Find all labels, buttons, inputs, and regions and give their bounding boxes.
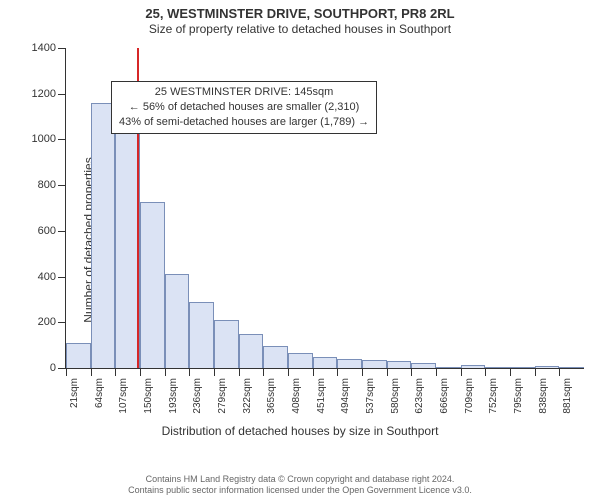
x-tick-label: 150sqm bbox=[143, 378, 154, 414]
annotation-line: 25 WESTMINSTER DRIVE: 145sqm bbox=[119, 85, 369, 100]
histogram-bar bbox=[140, 202, 165, 368]
x-tick bbox=[387, 368, 388, 376]
x-tick-label: 236sqm bbox=[192, 378, 203, 414]
x-tick bbox=[66, 368, 67, 376]
y-tick-label: 800 bbox=[11, 179, 56, 191]
x-tick-label: 580sqm bbox=[390, 378, 401, 414]
plot-region: 25 WESTMINSTER DRIVE: 145sqm ← 56% of de… bbox=[65, 48, 584, 369]
x-tick-label: 322sqm bbox=[242, 378, 253, 414]
x-tick-label: 838sqm bbox=[538, 378, 549, 414]
histogram-bar bbox=[559, 367, 584, 368]
x-tick bbox=[91, 368, 92, 376]
y-tick-label: 1200 bbox=[11, 88, 56, 100]
x-tick-label: 408sqm bbox=[291, 378, 302, 414]
histogram-bar bbox=[362, 360, 387, 368]
histogram-bar bbox=[263, 346, 288, 368]
y-tick bbox=[58, 368, 66, 369]
x-tick-label: 494sqm bbox=[340, 378, 351, 414]
x-tick-label: 21sqm bbox=[69, 378, 80, 408]
y-tick bbox=[58, 48, 66, 49]
histogram-bar bbox=[91, 103, 116, 368]
histogram-bar bbox=[485, 367, 510, 368]
histogram-bar bbox=[214, 320, 239, 368]
histogram-bar bbox=[189, 302, 214, 368]
x-tick bbox=[189, 368, 190, 376]
x-tick bbox=[263, 368, 264, 376]
histogram-bar bbox=[461, 365, 486, 368]
x-tick bbox=[288, 368, 289, 376]
annotation-box: 25 WESTMINSTER DRIVE: 145sqm ← 56% of de… bbox=[111, 81, 377, 134]
x-tick-label: 193sqm bbox=[168, 378, 179, 414]
y-tick-label: 1400 bbox=[11, 42, 56, 54]
x-tick bbox=[510, 368, 511, 376]
y-tick-label: 600 bbox=[11, 225, 56, 237]
x-tick bbox=[559, 368, 560, 376]
y-tick bbox=[58, 277, 66, 278]
y-tick-label: 0 bbox=[11, 362, 56, 374]
y-tick bbox=[58, 231, 66, 232]
chart-container: 25, WESTMINSTER DRIVE, SOUTHPORT, PR8 2R… bbox=[0, 0, 600, 500]
x-tick-label: 623sqm bbox=[414, 378, 425, 414]
x-tick-label: 64sqm bbox=[94, 378, 105, 408]
x-tick-label: 451sqm bbox=[316, 378, 327, 414]
x-tick bbox=[140, 368, 141, 376]
x-tick-label: 107sqm bbox=[118, 378, 129, 414]
histogram-bar bbox=[66, 343, 91, 368]
histogram-bar bbox=[165, 274, 190, 368]
x-tick bbox=[239, 368, 240, 376]
x-tick bbox=[436, 368, 437, 376]
annotation-line: 43% of semi-detached houses are larger (… bbox=[119, 115, 369, 130]
y-tick bbox=[58, 139, 66, 140]
x-tick-label: 537sqm bbox=[365, 378, 376, 414]
histogram-bar bbox=[411, 363, 436, 368]
y-tick-label: 1000 bbox=[11, 133, 56, 145]
chart-subtitle: Size of property relative to detached ho… bbox=[0, 22, 600, 36]
x-tick-label: 709sqm bbox=[464, 378, 475, 414]
histogram-bar bbox=[535, 366, 560, 368]
x-tick-label: 795sqm bbox=[513, 378, 524, 414]
y-tick-label: 400 bbox=[11, 271, 56, 283]
x-tick bbox=[115, 368, 116, 376]
x-tick bbox=[535, 368, 536, 376]
x-tick bbox=[485, 368, 486, 376]
histogram-bar bbox=[288, 353, 313, 368]
y-tick bbox=[58, 185, 66, 186]
x-tick-label: 752sqm bbox=[488, 378, 499, 414]
x-tick bbox=[411, 368, 412, 376]
histogram-bar bbox=[239, 334, 264, 368]
x-tick bbox=[313, 368, 314, 376]
y-tick bbox=[58, 322, 66, 323]
footer-line: Contains public sector information licen… bbox=[0, 485, 600, 496]
x-tick bbox=[214, 368, 215, 376]
footer-attribution: Contains HM Land Registry data © Crown c… bbox=[0, 474, 600, 497]
chart-title: 25, WESTMINSTER DRIVE, SOUTHPORT, PR8 2R… bbox=[0, 6, 600, 21]
histogram-bar bbox=[313, 357, 338, 368]
histogram-bar bbox=[510, 367, 535, 368]
histogram-bar bbox=[436, 367, 461, 368]
footer-line: Contains HM Land Registry data © Crown c… bbox=[0, 474, 600, 485]
x-tick bbox=[461, 368, 462, 376]
histogram-bar bbox=[337, 359, 362, 368]
x-tick-label: 279sqm bbox=[217, 378, 228, 414]
y-tick bbox=[58, 94, 66, 95]
y-tick-label: 200 bbox=[11, 316, 56, 328]
x-tick bbox=[362, 368, 363, 376]
histogram-bar bbox=[387, 361, 412, 368]
x-tick bbox=[165, 368, 166, 376]
x-tick bbox=[337, 368, 338, 376]
x-tick-label: 881sqm bbox=[562, 378, 573, 414]
chart-area: Number of detached properties 25 WESTMIN… bbox=[0, 40, 600, 440]
annotation-line: ← 56% of detached houses are smaller (2,… bbox=[119, 100, 369, 115]
x-tick-label: 666sqm bbox=[439, 378, 450, 414]
x-tick-label: 365sqm bbox=[266, 378, 277, 414]
x-axis-label: Distribution of detached houses by size … bbox=[0, 424, 600, 438]
